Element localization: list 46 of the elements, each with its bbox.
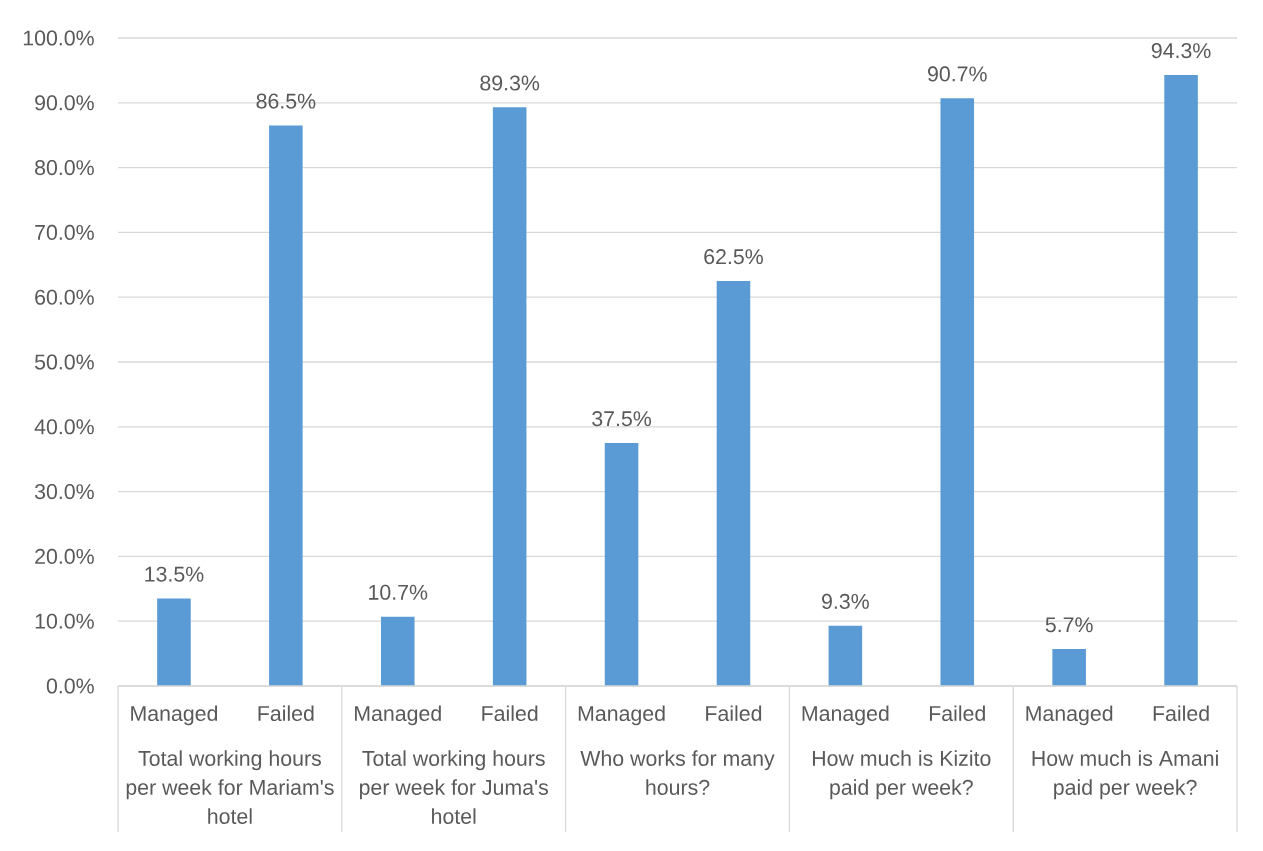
data-label: 9.3% xyxy=(822,593,869,609)
x-tick-label: Failed xyxy=(929,705,985,722)
bar xyxy=(157,598,191,686)
x-tick-label: Failed xyxy=(482,705,538,722)
data-label: 86.5% xyxy=(256,93,316,109)
x-tick-label: Failed xyxy=(1153,705,1209,722)
y-tick-label: 70.0% xyxy=(35,224,94,240)
y-tick-label: 60.0% xyxy=(35,289,94,305)
data-label: 37.5% xyxy=(592,411,652,427)
bar xyxy=(604,443,639,686)
text: How much is Kizito paid per week? xyxy=(812,750,991,800)
x-tick-label: Managed xyxy=(355,705,441,726)
x-tick-label: Managed xyxy=(802,705,889,726)
y-tick-label: 50.0% xyxy=(35,354,94,370)
data-label: 94.3% xyxy=(1151,43,1211,59)
y-tick-label: 30.0% xyxy=(34,484,94,500)
y-tick-label: 0.0% xyxy=(46,678,94,694)
y-tick-label: 10.0% xyxy=(35,613,94,629)
x-tick-label: Managed xyxy=(578,705,665,726)
data-label: 10.7% xyxy=(369,584,428,600)
data-label: 90.7% xyxy=(928,66,987,82)
text: Who works for many hours? xyxy=(580,750,775,795)
bar xyxy=(1164,74,1198,686)
text: Total working hours per week for Mariam's hotel xyxy=(126,750,334,824)
bar xyxy=(940,98,975,686)
y-tick-label: 80.0% xyxy=(35,160,94,176)
y-tick-label: 100.0% xyxy=(23,30,94,46)
data-label: 13.5% xyxy=(145,566,204,582)
y-tick-label: 40.0% xyxy=(34,419,94,435)
data-label: 5.7% xyxy=(1045,617,1093,633)
bar xyxy=(828,625,863,686)
bar xyxy=(716,281,751,686)
x-tick-label: Managed xyxy=(131,705,218,726)
x-tick-label: Failed xyxy=(706,705,762,722)
x-tick-label: Failed xyxy=(258,705,314,722)
bar xyxy=(269,125,303,686)
bar xyxy=(380,616,415,686)
bar xyxy=(1052,649,1086,686)
text: How much is Amani paid per week? xyxy=(1032,750,1218,800)
bar xyxy=(492,107,527,686)
y-tick-label: 90.0% xyxy=(35,95,94,111)
y-tick-label: 20.0% xyxy=(35,548,94,564)
x-tick-label: Managed xyxy=(1026,705,1113,726)
data-label: 89.3% xyxy=(480,75,540,91)
data-label: 62.5% xyxy=(704,249,763,265)
text: Total working hours per week for Juma's hotel xyxy=(359,750,549,824)
